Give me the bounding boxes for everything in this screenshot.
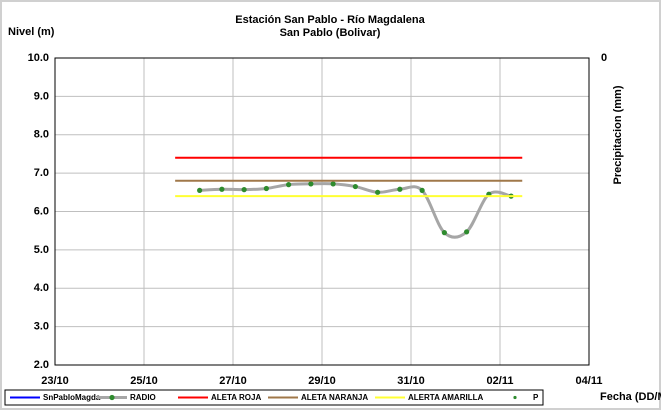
- data-point: [419, 187, 425, 193]
- data-point: [263, 185, 269, 192]
- legend-marker: [513, 395, 517, 400]
- data-point: [375, 189, 381, 195]
- data-point: [352, 183, 358, 190]
- x-tick-label: 25/10: [130, 375, 158, 387]
- plot-border: [54, 57, 590, 366]
- data-point: [441, 230, 447, 236]
- chart-subtitle: San Pablo (Bolivar): [280, 27, 381, 39]
- y2-tick-label: 0: [601, 52, 607, 64]
- data-point: [330, 181, 336, 187]
- y-tick-label: 2.0: [34, 359, 49, 371]
- data-point: [197, 187, 203, 193]
- x-tick-label: 04/11: [576, 375, 603, 387]
- x-tick-label: 27/10: [219, 375, 247, 387]
- chart-title: Estación San Pablo - Río Magdalena: [235, 14, 425, 26]
- y2-axis-label: Precipitacion (mm): [612, 85, 624, 184]
- y-tick-label: 5.0: [34, 244, 49, 256]
- y-tick-label: 8.0: [34, 129, 49, 141]
- legend-marker: [109, 394, 115, 401]
- legend-label: ALETA NARANJA: [301, 393, 368, 402]
- y-axis-label: Nivel (m): [8, 26, 55, 38]
- legend-label: P: [533, 393, 539, 402]
- data-point: [308, 181, 314, 187]
- x-axis-label: Fecha (DD/MM): [600, 391, 661, 403]
- data-point: [397, 186, 403, 192]
- y-tick-label: 4.0: [34, 282, 49, 294]
- y-tick-label: 3.0: [34, 321, 49, 333]
- y-tick-label: 6.0: [34, 205, 49, 217]
- x-tick-label: 23/10: [41, 375, 69, 387]
- legend-label: ALETA ROJA: [211, 393, 261, 402]
- y-tick-label: 9.0: [34, 90, 49, 102]
- data-point: [219, 186, 225, 192]
- x-tick-label: 02/11: [487, 375, 514, 387]
- x-tick-label: 31/10: [397, 375, 425, 387]
- legend-label: RADIO: [130, 393, 156, 402]
- data-point: [286, 182, 292, 188]
- y-tick-label: 7.0: [34, 167, 49, 179]
- x-tick-label: 29/10: [308, 375, 336, 387]
- y-tick-label: 10.0: [28, 52, 49, 64]
- legend-label: ALERTA AMARILLA: [408, 393, 483, 402]
- data-point: [241, 187, 247, 193]
- data-point: [464, 229, 470, 235]
- legend-label: SnPabloMagda: [43, 393, 101, 402]
